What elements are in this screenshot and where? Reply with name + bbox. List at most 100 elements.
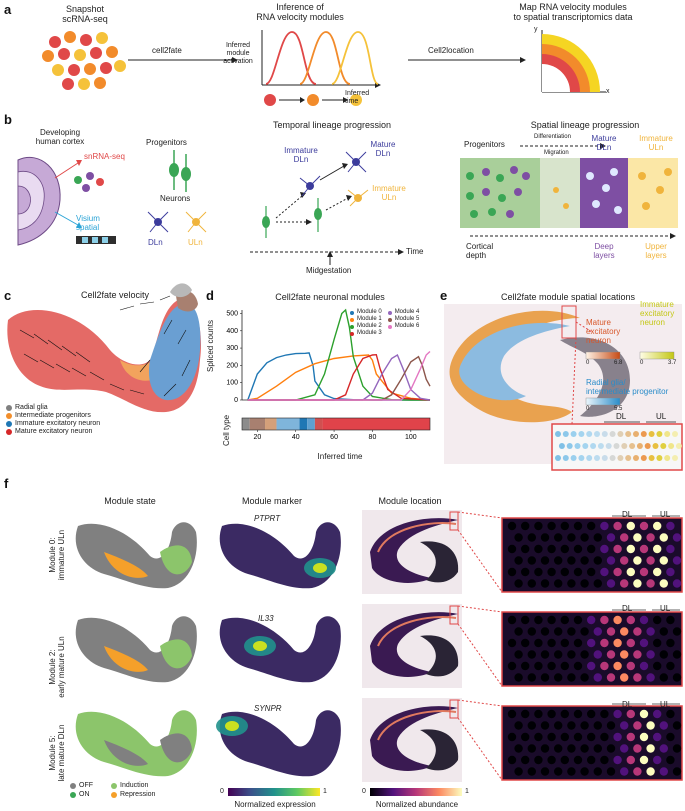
spot bbox=[582, 443, 589, 449]
abundance-spot bbox=[646, 556, 655, 565]
abundance-spot bbox=[554, 673, 563, 682]
spot bbox=[594, 455, 600, 461]
spot bbox=[586, 431, 593, 437]
marker-synpr: SYNPR bbox=[254, 704, 282, 713]
marker-umap bbox=[219, 710, 341, 777]
abundance-spot bbox=[593, 627, 602, 636]
temporal-lineage-title: Temporal lineage progression bbox=[272, 120, 392, 130]
location-medial bbox=[420, 635, 459, 677]
abundance-spot bbox=[666, 544, 675, 554]
abundance-spot bbox=[540, 721, 550, 730]
abundance-spot bbox=[573, 661, 583, 671]
abundance-spot bbox=[606, 744, 616, 753]
celltype-band bbox=[276, 418, 300, 430]
activation-plot bbox=[261, 30, 381, 106]
abundance-spot bbox=[587, 638, 596, 648]
expr-label: Normalized expression bbox=[234, 800, 316, 809]
abundance-spot bbox=[600, 709, 609, 719]
abundance-spot bbox=[593, 650, 602, 659]
uln-neuron-icon bbox=[185, 211, 207, 233]
abundance-spot bbox=[521, 732, 530, 742]
panel-a-label: a bbox=[4, 2, 12, 17]
abundance-spot bbox=[507, 661, 517, 671]
legend-off: OFF bbox=[70, 782, 93, 790]
abundance-spot bbox=[593, 721, 602, 730]
abundance-spot bbox=[593, 533, 602, 542]
cortical-depth-label: Cortical depth bbox=[466, 242, 494, 260]
marker-umap bbox=[219, 616, 341, 683]
temporal-lineage-diagram bbox=[250, 151, 404, 265]
abundance-spot bbox=[554, 767, 563, 776]
abundance-spot bbox=[560, 732, 569, 742]
abundance-spot bbox=[626, 521, 635, 531]
abundance-spot bbox=[554, 556, 563, 565]
spot bbox=[664, 431, 671, 437]
abundance-spot bbox=[606, 767, 616, 776]
state-legend: OFF Induction ON Repression bbox=[70, 782, 155, 799]
radial-min: 0 bbox=[586, 406, 590, 412]
abundance-spot bbox=[560, 709, 569, 719]
state-cluster bbox=[104, 646, 148, 672]
state-umap bbox=[75, 522, 197, 589]
abundance-spot bbox=[646, 673, 655, 682]
legend-immature-neuron: Immature excitatory neuron bbox=[6, 420, 100, 428]
abundance-spot bbox=[521, 661, 530, 671]
visium-spatial-label: Visium spatial bbox=[76, 214, 100, 232]
spot bbox=[609, 431, 616, 437]
abundance-spot bbox=[613, 638, 622, 648]
abundance-spot bbox=[560, 638, 569, 648]
state-cluster bbox=[160, 639, 192, 669]
radial-max: 5.5 bbox=[614, 406, 623, 412]
abundance-spot bbox=[646, 721, 655, 730]
ytick-label: 400 bbox=[226, 328, 238, 335]
legend-intermediate-progenitors: Intermediate progenitors bbox=[6, 412, 100, 420]
progenitors-label: Progenitors bbox=[146, 138, 187, 147]
mature-min: 0 bbox=[586, 360, 590, 366]
abundance-spot bbox=[573, 521, 583, 531]
module-location-header: Module location bbox=[378, 496, 442, 506]
xtick-label: 80 bbox=[369, 434, 377, 441]
spot bbox=[672, 431, 678, 437]
abundance-spot bbox=[527, 721, 536, 730]
migration-label: Migration bbox=[544, 150, 569, 156]
abundance-spot bbox=[593, 556, 602, 565]
inferred-time-label: Inferred time bbox=[345, 90, 370, 105]
dln-neuron-icon bbox=[147, 211, 169, 233]
ytick-label: 0 bbox=[234, 397, 238, 404]
celltype-band bbox=[249, 418, 266, 430]
abundance-spot bbox=[633, 627, 642, 636]
inference-title: Inference of RNA velocity modules bbox=[256, 2, 344, 22]
brain-section-icon bbox=[17, 156, 61, 246]
abundance-spot bbox=[540, 673, 550, 682]
state-cluster bbox=[160, 733, 192, 763]
abundance-spot bbox=[600, 661, 609, 671]
abundance-spot bbox=[626, 732, 635, 742]
marker-il33: IL33 bbox=[258, 614, 274, 623]
abundance-spot bbox=[666, 521, 675, 531]
abundance-spot bbox=[639, 755, 649, 765]
abundance-spot bbox=[600, 544, 609, 554]
abundance-spot bbox=[653, 615, 662, 625]
legend-on: ON bbox=[70, 791, 93, 799]
chart-xlabel: Inferred time bbox=[317, 452, 363, 461]
abundance-spot bbox=[593, 673, 602, 682]
spot bbox=[648, 431, 655, 437]
spot bbox=[672, 455, 678, 461]
abundance-spot bbox=[554, 650, 563, 659]
abundance-spot bbox=[554, 721, 563, 730]
abundance-spot bbox=[672, 721, 682, 730]
series-line-module-5 bbox=[247, 355, 431, 401]
legend-mature-neuron: Mature excitatory neuron bbox=[6, 428, 100, 436]
abundance-spot bbox=[646, 767, 655, 776]
abundance-spot bbox=[514, 579, 523, 588]
expr-min: 0 bbox=[220, 788, 224, 795]
abundance-spot bbox=[534, 521, 543, 531]
abundance-spot bbox=[600, 755, 609, 765]
abundance-spot bbox=[534, 544, 543, 554]
spot bbox=[660, 443, 667, 449]
upper-layers-label: Upper layers bbox=[645, 242, 667, 260]
